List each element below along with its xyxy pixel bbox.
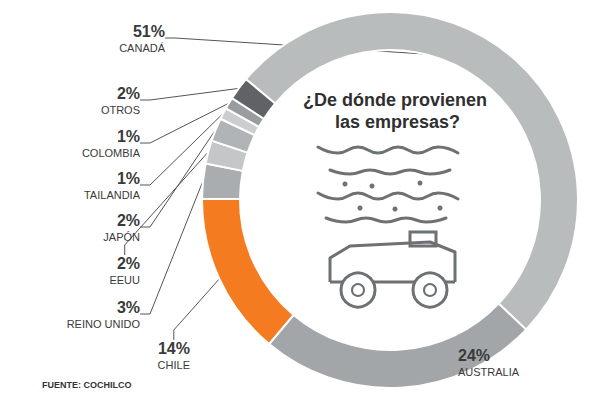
svg-text:las empresas?: las empresas? xyxy=(330,112,460,132)
svg-text:CHILE: CHILE xyxy=(158,359,190,371)
svg-text:TAILANDIA: TAILANDIA xyxy=(84,189,141,201)
svg-text:14%: 14% xyxy=(158,340,190,357)
svg-text:EEUU: EEUU xyxy=(109,274,140,286)
svg-text:24%: 24% xyxy=(458,347,490,364)
svg-text:1%: 1% xyxy=(117,170,140,187)
svg-text:2%: 2% xyxy=(117,255,140,272)
svg-text:3%: 3% xyxy=(117,299,140,316)
svg-text:51%: 51% xyxy=(133,23,165,40)
svg-text:2%: 2% xyxy=(117,85,140,102)
svg-text:REINO UNIDO: REINO UNIDO xyxy=(67,318,141,330)
svg-text:AUSTRALIA: AUSTRALIA xyxy=(458,366,520,378)
svg-text:1%: 1% xyxy=(117,128,140,145)
svg-text:COLOMBIA: COLOMBIA xyxy=(82,147,141,159)
svg-text:OTROS: OTROS xyxy=(101,104,140,116)
svg-text:2%: 2% xyxy=(117,212,140,229)
svg-text:JAPÓN: JAPÓN xyxy=(103,231,140,243)
svg-text:CANADÁ: CANADÁ xyxy=(119,42,166,54)
svg-text:FUENTE: COCHILCO: FUENTE: COCHILCO xyxy=(42,380,132,390)
svg-text:¿De dónde provienen: ¿De dónde provienen xyxy=(303,90,487,110)
